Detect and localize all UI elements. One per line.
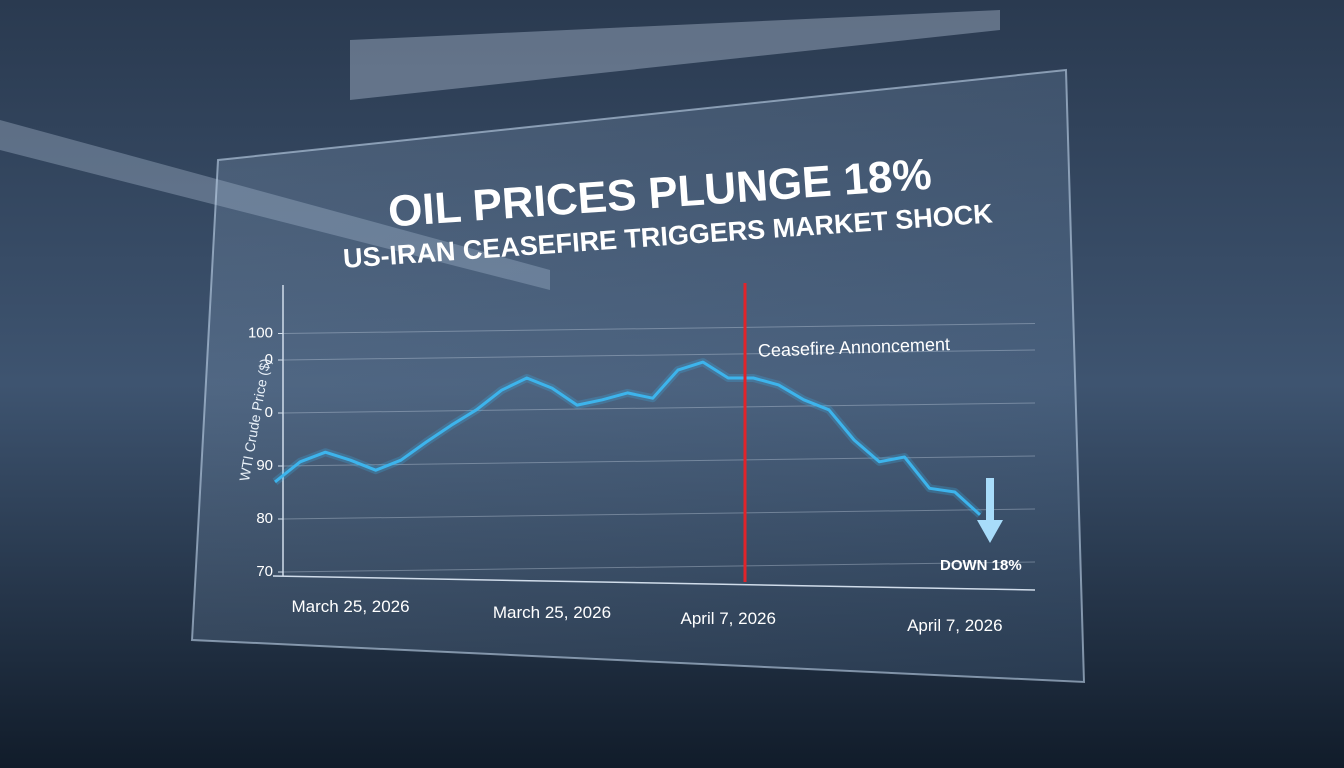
down-arrow <box>977 478 1003 543</box>
grid-line <box>282 561 1036 573</box>
plot-area: 70 80 90 0 0 100 March 25, 2026 March 25, 2026 A… <box>248 285 1036 635</box>
y-tick-label: 70 <box>256 563 273 580</box>
y-tick-label: 0 <box>265 351 273 368</box>
x-tick-label: April 7, 2026 <box>907 616 1002 635</box>
grid-line <box>282 323 1036 334</box>
ceiling-light <box>350 10 1000 100</box>
grid-line <box>282 508 1036 520</box>
x-axis <box>272 575 1036 591</box>
x-tick-label: March 25, 2026 <box>291 597 409 616</box>
grid-line <box>282 402 1036 414</box>
annotation: DOWN 18% <box>940 557 1022 574</box>
y-tick-label: 80 <box>256 510 273 527</box>
y-tick-label: 90 <box>256 457 273 474</box>
y-tick-label: 100 <box>248 324 273 341</box>
y-tick-label: 0 <box>265 404 273 421</box>
x-tick-label: March 25, 2026 <box>493 603 611 622</box>
x-tick-label: April 7, 2026 <box>680 609 775 628</box>
glass-panel <box>190 68 1086 684</box>
series-line <box>274 360 982 516</box>
grid-line <box>282 349 1036 361</box>
grid-line <box>282 455 1036 467</box>
